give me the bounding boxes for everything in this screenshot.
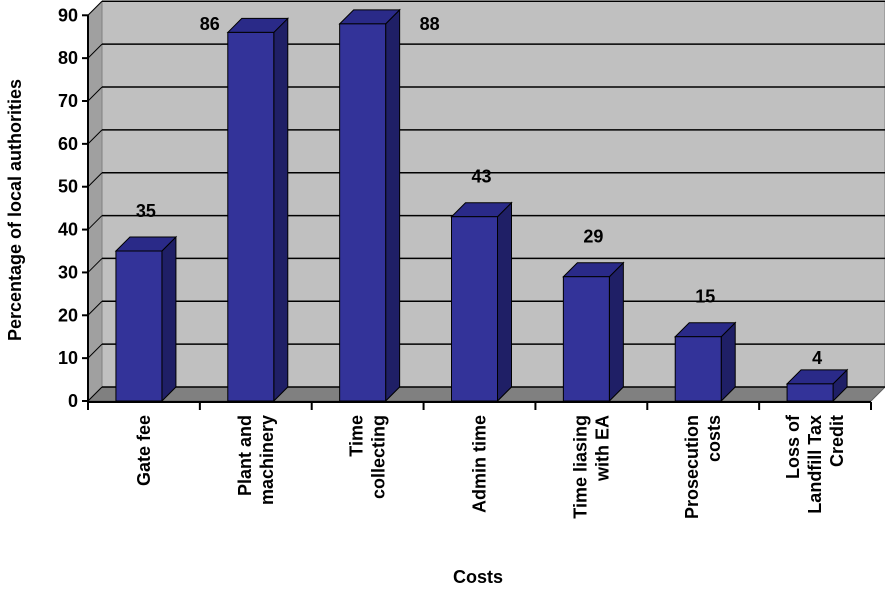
category-label-line: collecting xyxy=(369,415,389,499)
category-label-line: with EA xyxy=(592,415,612,482)
category-label-line: Time xyxy=(347,415,367,457)
bar-side xyxy=(385,8,401,403)
bar xyxy=(227,31,275,402)
x-axis-title: Costs xyxy=(453,567,503,587)
bar-group xyxy=(114,235,178,403)
category-label-line: Admin time xyxy=(470,415,490,513)
gridline-side xyxy=(87,0,103,16)
category-label-line: Gate fee xyxy=(134,415,154,486)
category-label: Time liasing with EA xyxy=(570,415,612,519)
y-tick-label: 20 xyxy=(58,305,78,325)
data-label: 88 xyxy=(420,14,440,34)
gridline-side xyxy=(87,343,103,359)
category-label: Plant and machinery xyxy=(235,415,277,505)
category-label: Prosecution costs xyxy=(682,415,724,519)
gridline-side xyxy=(87,300,103,316)
data-label: 4 xyxy=(812,348,822,368)
bar xyxy=(339,23,387,402)
bar xyxy=(562,276,610,402)
bar-group xyxy=(226,17,289,403)
category-label-line: Plant and xyxy=(235,415,255,496)
gridline-side xyxy=(87,258,103,273)
gridline-side xyxy=(87,129,103,145)
y-tick-label: 80 xyxy=(58,48,78,68)
data-label: 35 xyxy=(136,201,156,221)
category-label-line: Prosecution xyxy=(682,415,702,519)
axes xyxy=(82,14,872,410)
category-label-line: machinery xyxy=(257,415,277,505)
category-label: Time collecting xyxy=(347,415,389,499)
data-label: 15 xyxy=(695,287,715,307)
y-tick-label: 90 xyxy=(58,5,78,25)
category-label-line: costs xyxy=(704,415,724,462)
bar-group xyxy=(674,321,737,403)
y-tick-label: 40 xyxy=(58,220,78,240)
bar-side xyxy=(608,261,624,403)
category-label-line: Time liasing xyxy=(570,415,590,519)
category-labels: Gate fee Plant and machinery Time collecting… xyxy=(134,414,847,519)
category-label-line: Loss of xyxy=(783,414,803,479)
data-labels: 35 86 88 43 29 15 4 xyxy=(136,14,822,368)
bar-side xyxy=(273,17,289,403)
y-tick-label: 10 xyxy=(58,348,78,368)
bar-side xyxy=(497,201,512,403)
y-tick-labels: 0 10 20 30 40 50 60 70 80 90 xyxy=(58,5,78,411)
category-label-line: Credit xyxy=(827,415,847,467)
y-tick-label: 50 xyxy=(58,177,78,197)
y-tick-label: 70 xyxy=(58,91,78,111)
category-label: Admin time xyxy=(470,415,490,513)
category-label: Loss of Landfill Tax Credit xyxy=(783,414,847,514)
y-tick-label: 0 xyxy=(68,391,78,411)
bar-group xyxy=(785,368,849,403)
bar-group xyxy=(562,261,625,403)
gridline-side xyxy=(87,386,103,402)
gridline-side xyxy=(87,86,103,102)
gridline-side xyxy=(87,172,103,188)
data-label: 86 xyxy=(200,14,220,34)
bar-group xyxy=(450,201,513,403)
bars xyxy=(114,8,849,403)
bar xyxy=(115,250,163,402)
gridline-side xyxy=(87,215,103,230)
y-tick-label: 60 xyxy=(58,134,78,154)
data-label: 29 xyxy=(583,227,603,247)
bar xyxy=(674,336,722,402)
gridline-side xyxy=(87,43,103,59)
category-label-line: Landfill Tax xyxy=(805,415,825,514)
data-label: 43 xyxy=(471,167,491,187)
y-axis-title: Percentage of local authorities xyxy=(5,79,25,341)
bar-group xyxy=(338,8,401,403)
bar xyxy=(451,216,498,402)
plot-side-wall xyxy=(87,0,103,403)
y-tick-label: 30 xyxy=(58,262,78,282)
category-label: Gate fee xyxy=(134,415,154,486)
bar xyxy=(786,383,834,402)
bar-side xyxy=(161,235,177,403)
